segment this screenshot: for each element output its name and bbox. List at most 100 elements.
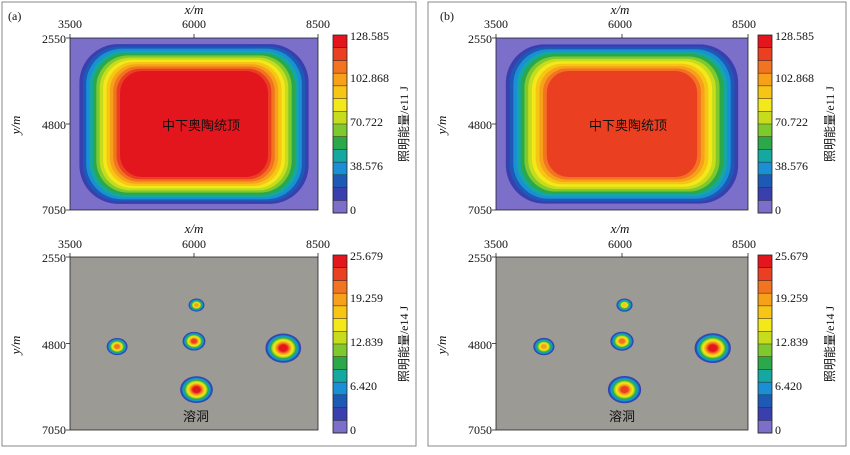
anomaly-band (620, 386, 629, 394)
colorbar-segment (333, 382, 347, 396)
colorbar-segment (333, 98, 347, 112)
colorbar-segment (758, 293, 772, 307)
cave-anomaly (610, 331, 634, 351)
colorbar-segment (333, 420, 347, 434)
colorbar-tick-label: 0 (775, 423, 781, 437)
heatmap-chart: x/m 3500 6000 8500 y/m 2550 4800 7050 中下… (434, 2, 837, 217)
panel-b: (b) x/m 3500 6000 8500 y/m 2550 4800 705… (427, 1, 847, 447)
colorbar-segment (758, 407, 772, 421)
anomaly-band (192, 386, 201, 393)
x-tick-label: 6000 (608, 17, 632, 31)
colorbar-label: 照明能量/e11 J (397, 86, 411, 162)
colorbar-tick-label: 12.839 (775, 335, 808, 349)
colorbar-segment (758, 344, 772, 358)
y-tick-label: 4800 (42, 118, 66, 132)
colorbar-segment (333, 85, 347, 99)
colorbar-tick-label: 25.679 (775, 249, 808, 263)
colorbar-tick-label: 38.576 (775, 159, 808, 173)
colorbar-segment (333, 255, 347, 269)
colorbar-segment (333, 267, 347, 281)
colorbar-segment (333, 407, 347, 421)
colorbar-segment (758, 267, 772, 281)
colorbar-segment (758, 280, 772, 294)
colorbar-segment (758, 255, 772, 269)
anomaly-band (619, 338, 625, 344)
x-tick-label: 3500 (484, 17, 508, 31)
colorbar-segment (333, 35, 347, 49)
colorbar-segment (333, 149, 347, 163)
colorbar-segment (758, 98, 772, 112)
heatmap-plot-area (492, 34, 749, 211)
cave-anomaly (188, 298, 205, 312)
heatmap-plot-area (492, 253, 749, 431)
y-axis-label: y/m (434, 336, 449, 357)
y-axis-label: y/m (8, 336, 23, 357)
colorbar-tick-label: 128.585 (350, 29, 389, 43)
heatmap-contour-band (120, 70, 268, 178)
colorbar-segment (758, 47, 772, 61)
colorbar-tick-label: 19.259 (350, 291, 383, 305)
colorbar-segment (758, 331, 772, 345)
x-tick-label: 3500 (484, 237, 508, 251)
anomaly-band (622, 303, 627, 307)
heatmap-plot-area (66, 34, 319, 211)
colorbar-tick-label: 128.585 (775, 29, 814, 43)
colorbar-segment (333, 369, 347, 383)
panel-label: (b) (440, 9, 454, 23)
colorbar-segment (333, 60, 347, 74)
colorbar-segment (758, 174, 772, 188)
colorbar-segment (758, 60, 772, 74)
colorbar-label: 照明能量/e14 J (823, 306, 837, 383)
x-tick-label: 6000 (182, 237, 206, 251)
colorbar-segment (333, 331, 347, 345)
y-tick-label: 2550 (42, 32, 66, 46)
cave-anomaly (180, 376, 213, 404)
y-axis-label: y/m (434, 116, 449, 137)
colorbar-segment (758, 35, 772, 49)
y-tick-label: 7050 (468, 423, 492, 437)
colorbar-segment (333, 73, 347, 87)
colorbar-segment (333, 200, 347, 214)
colorbar-segment (333, 394, 347, 408)
colorbar-segment (333, 318, 347, 332)
colorbar-segment (758, 149, 772, 163)
x-axis-label: x/m (610, 221, 630, 236)
anomaly-band (191, 338, 197, 344)
colorbar-segment (758, 420, 772, 434)
heatmap-plot-area (66, 253, 319, 431)
cave-anomaly (616, 298, 633, 312)
colorbar-tick-label: 12.839 (350, 335, 383, 349)
anomaly-band (541, 344, 547, 349)
colorbar-segment (758, 187, 772, 201)
colorbar-segment (758, 111, 772, 125)
anomaly-band (114, 344, 120, 349)
colorbar-segment (333, 174, 347, 188)
annotation-label: 溶洞 (183, 409, 209, 424)
cave-anomaly (265, 333, 302, 363)
heatmap-chart: x/m 3500 6000 8500 y/m 2550 4800 7050 中下… (8, 2, 411, 217)
colorbar-frame (332, 254, 348, 434)
colorbar-segment (333, 280, 347, 294)
colorbar-segment (758, 200, 772, 214)
colorbar-tick-label: 102.868 (350, 71, 389, 85)
y-tick-label: 2550 (468, 32, 492, 46)
heatmap-chart: x/m 3500 6000 8500 y/m 2550 4800 7050 溶洞… (434, 221, 837, 437)
colorbar-segment (758, 124, 772, 138)
colorbar-segment (333, 47, 347, 61)
colorbar-frame (332, 34, 348, 214)
x-tick-label: 8500 (732, 237, 756, 251)
anomaly-band (194, 303, 199, 307)
colorbar-segment (333, 344, 347, 358)
colorbar-frame (757, 254, 773, 434)
colorbar-tick-label: 0 (350, 423, 356, 437)
colorbar-tick-label: 0 (350, 203, 356, 217)
x-tick-label: 8500 (306, 237, 330, 251)
anomaly-band (278, 344, 288, 352)
colorbar-segment (758, 305, 772, 319)
heatmap-contour-band (546, 70, 698, 178)
y-tick-label: 2550 (468, 251, 492, 265)
colorbar (332, 34, 348, 214)
colorbar-segment (758, 356, 772, 370)
colorbar-segment (758, 318, 772, 332)
